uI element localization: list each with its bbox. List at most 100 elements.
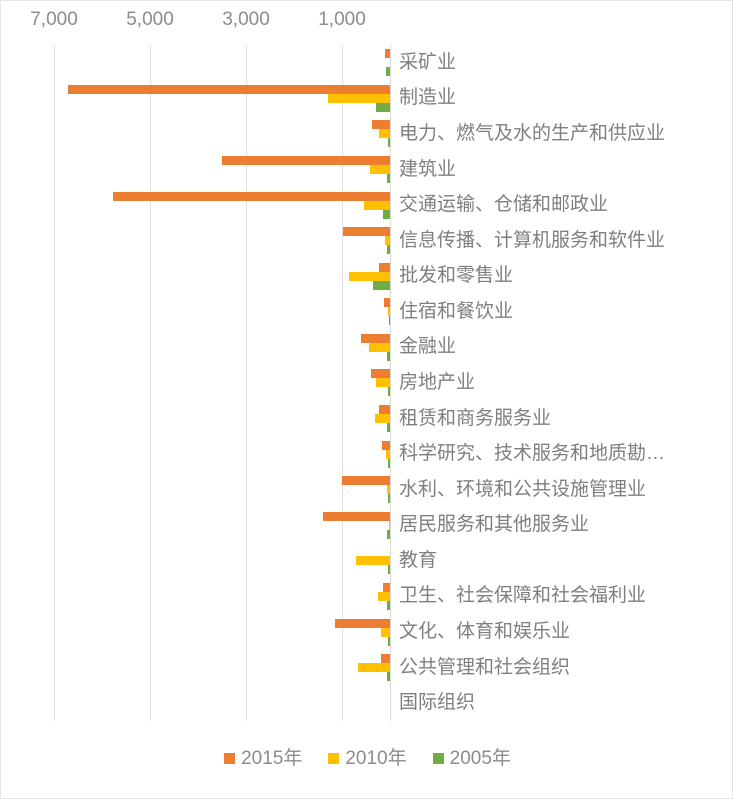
bar-2005年[interactable] — [387, 494, 390, 504]
legend-label: 2010年 — [345, 748, 407, 769]
bar-2010年[interactable] — [349, 271, 390, 281]
bar-2015年[interactable] — [370, 369, 390, 379]
chart-category-row: 公共管理和社会组织 — [1, 650, 733, 686]
chart-category-row: 住宿和餐饮业 — [1, 294, 733, 330]
chart-category-row: 水利、环境和公共设施管理业 — [1, 472, 733, 508]
category-label: 批发和零售业 — [399, 265, 514, 287]
x-axis-tick-labels: 7,000 5,000 3,000 1,000 — [1, 9, 733, 39]
category-label: 国际组织 — [399, 692, 476, 714]
bar-2005年[interactable] — [388, 138, 390, 148]
bar-2010年[interactable] — [364, 200, 390, 210]
category-label: 电力、燃气及水的生产和供应业 — [399, 122, 666, 144]
bar-2015年[interactable] — [384, 49, 390, 59]
bar-2010年[interactable] — [375, 414, 390, 424]
bar-2015年[interactable] — [371, 120, 390, 130]
bar-2015年[interactable] — [112, 191, 390, 201]
plot-area: 采矿业 制造业 电力、燃气及水的生产和供应业 建筑业 交通运输、仓储和邮政业 信息传播、计… — [1, 45, 733, 721]
bar-2010年[interactable] — [357, 663, 390, 673]
bar-2010年[interactable] — [388, 307, 390, 317]
bar-2010年[interactable] — [355, 556, 390, 566]
bar-2005年[interactable] — [387, 387, 390, 397]
bar-2015年[interactable] — [322, 511, 390, 521]
bar-2005年[interactable] — [388, 316, 390, 326]
bar-2005年[interactable] — [373, 280, 390, 290]
bar-2010年[interactable] — [387, 485, 390, 495]
chart-legend: 2015年 2010年 2005年 — [1, 749, 733, 768]
bar-2015年[interactable] — [67, 84, 390, 94]
legend-swatch-icon — [224, 753, 236, 764]
chart-category-row: 电力、燃气及水的生产和供应业 — [1, 116, 733, 152]
category-label: 租赁和商务服务业 — [399, 407, 552, 429]
chart-category-row: 建筑业 — [1, 152, 733, 188]
category-label: 公共管理和社会组织 — [399, 656, 571, 678]
bar-2005年[interactable] — [376, 102, 390, 112]
chart-category-row: 批发和零售业 — [1, 258, 733, 294]
bar-2005年[interactable] — [387, 458, 390, 468]
bar-2005年[interactable] — [387, 245, 390, 255]
bar-2010年[interactable] — [328, 93, 390, 103]
bar-2015年[interactable] — [381, 440, 390, 450]
legend-item[interactable]: 2010年 — [328, 748, 407, 769]
bar-2010年[interactable] — [376, 378, 390, 388]
bar-2015年[interactable] — [361, 333, 390, 343]
category-label: 建筑业 — [399, 158, 457, 180]
chart-category-row: 制造业 — [1, 81, 733, 117]
chart-category-row: 金融业 — [1, 330, 733, 366]
bar-2015年[interactable] — [222, 156, 390, 166]
bar-2005年[interactable] — [386, 351, 390, 361]
category-label: 水利、环境和公共设施管理业 — [399, 478, 647, 500]
bar-2015年[interactable] — [378, 262, 390, 272]
legend-label: 2015年 — [241, 748, 303, 769]
bar-2005年[interactable] — [387, 636, 390, 646]
chart-category-row: 采矿业 — [1, 45, 733, 81]
bar-2010年[interactable] — [368, 342, 390, 352]
bar-2010年[interactable] — [381, 627, 390, 637]
bar-2005年[interactable] — [386, 67, 390, 77]
x-axis-tick-label: 3,000 — [222, 9, 270, 30]
bar-2015年[interactable] — [383, 298, 390, 308]
legend-item[interactable]: 2015年 — [224, 749, 302, 768]
legend-swatch-icon — [432, 753, 444, 764]
bar-2010年[interactable] — [389, 520, 390, 530]
bar-2015年[interactable] — [378, 405, 390, 415]
category-label: 科学研究、技术服务和地质勘… — [399, 443, 666, 465]
bar-2005年[interactable] — [387, 423, 390, 433]
bar-2005年[interactable] — [387, 174, 390, 184]
bar-2010年[interactable] — [369, 165, 390, 175]
legend-item[interactable]: 2005年 — [432, 749, 511, 768]
bar-2015年[interactable] — [334, 618, 390, 628]
category-label: 房地产业 — [399, 371, 476, 393]
bar-2005年[interactable] — [383, 209, 390, 219]
category-label: 卫生、社会保障和社会福利业 — [399, 585, 647, 607]
chart-category-row: 房地产业 — [1, 365, 733, 401]
bar-2015年[interactable] — [380, 654, 390, 664]
bar-2005年[interactable] — [386, 529, 390, 539]
chart-category-row: 文化、体育和娱乐业 — [1, 614, 733, 650]
chart-category-row: 租赁和商务服务业 — [1, 401, 733, 437]
bar-2015年[interactable] — [382, 582, 390, 592]
category-label: 采矿业 — [399, 51, 457, 73]
category-label: 金融业 — [399, 336, 457, 358]
chart-category-row: 国际组织 — [1, 685, 733, 721]
bar-2015年[interactable] — [342, 476, 390, 486]
chart-category-row: 卫生、社会保障和社会福利业 — [1, 579, 733, 615]
category-label: 文化、体育和娱乐业 — [399, 621, 571, 643]
bar-2015年[interactable] — [342, 227, 390, 237]
category-label: 信息传播、计算机服务和软件业 — [399, 229, 666, 251]
bar-2005年[interactable] — [386, 672, 390, 682]
gridline — [246, 45, 247, 721]
bar-2010年[interactable] — [378, 591, 390, 601]
bar-2010年[interactable] — [385, 236, 390, 246]
bar-2010年[interactable] — [378, 129, 390, 139]
category-label: 教育 — [399, 549, 438, 571]
bar-2010年[interactable] — [385, 449, 390, 459]
category-label: 住宿和餐饮业 — [399, 300, 514, 322]
gridline — [150, 45, 151, 721]
gridline — [342, 45, 343, 721]
bar-2005年[interactable] — [386, 600, 390, 610]
bar-2005年[interactable] — [387, 565, 390, 575]
category-label: 制造业 — [399, 87, 457, 109]
category-label: 居民服务和其他服务业 — [399, 514, 590, 536]
chart-category-row: 科学研究、技术服务和地质勘… — [1, 436, 733, 472]
